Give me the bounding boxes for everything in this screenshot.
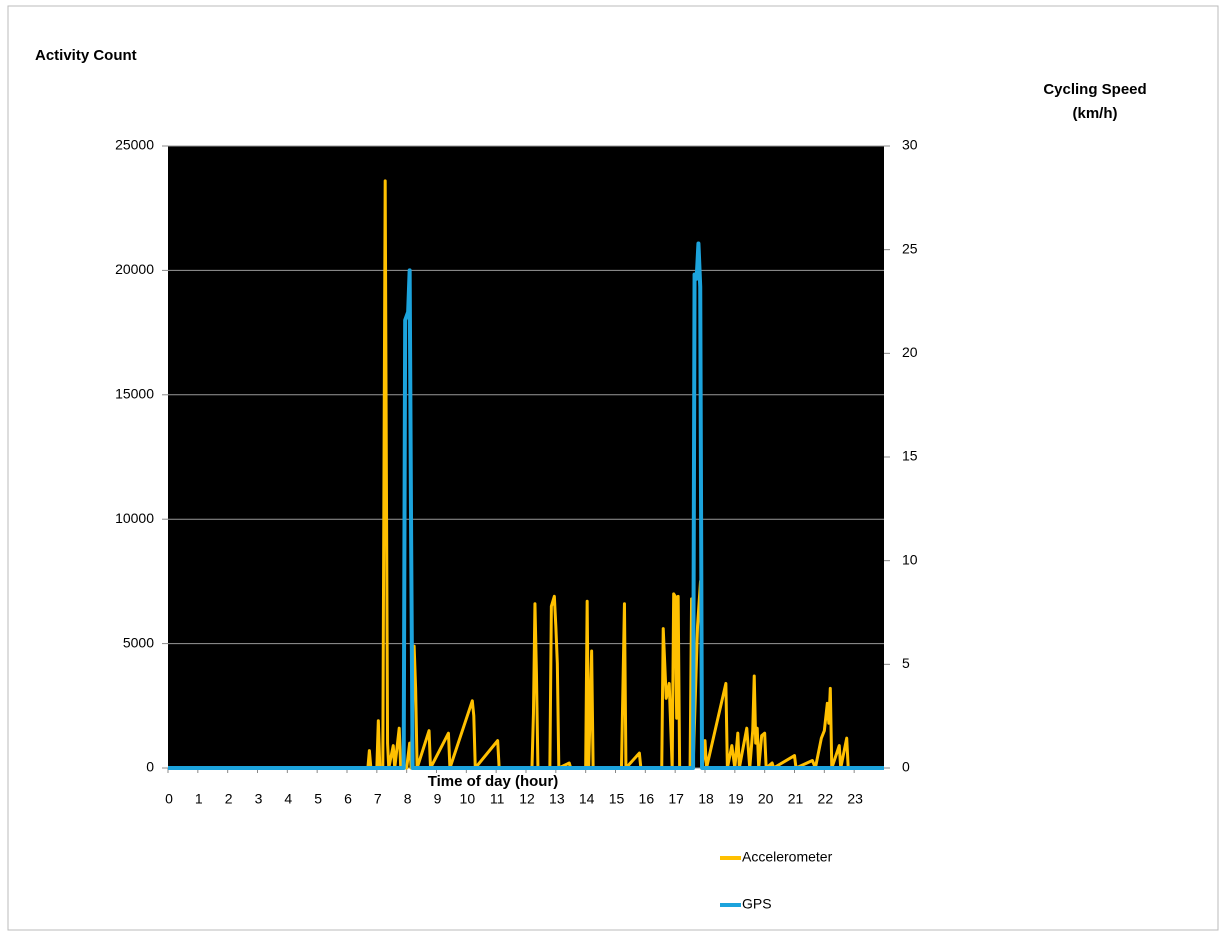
x-tick-label: 6 bbox=[344, 791, 352, 807]
series-line bbox=[168, 179, 884, 770]
y-tick-label: 20000 bbox=[115, 261, 154, 277]
x-tick-label: 9 bbox=[434, 791, 442, 807]
x-tick-label: 4 bbox=[284, 791, 292, 807]
x-axis-label: Time of day (hour) bbox=[428, 773, 559, 790]
x-tick-label: 10 bbox=[460, 791, 476, 807]
x-tick-label: 12 bbox=[519, 791, 535, 807]
x-tick-label: 16 bbox=[639, 791, 655, 807]
x-tick-label: 19 bbox=[728, 791, 744, 807]
x-tick-label: 5 bbox=[314, 791, 322, 807]
plot-area bbox=[168, 146, 884, 768]
y-tick-label: 25000 bbox=[115, 137, 154, 153]
y2-tick-label: 0 bbox=[902, 759, 910, 775]
chart-title: Activity Count bbox=[35, 47, 137, 64]
y2-axis-label: Cycling Speed (km/h) bbox=[1043, 81, 1147, 122]
y2-tick-label: 10 bbox=[902, 551, 918, 567]
y2-tick-label: 15 bbox=[902, 448, 918, 464]
y-tick-label: 10000 bbox=[115, 510, 154, 526]
x-tick-label: 0 bbox=[165, 791, 173, 807]
y2-tick-label: 20 bbox=[902, 344, 918, 360]
legend-label: GPS bbox=[742, 896, 772, 912]
x-tick-label: 15 bbox=[609, 791, 625, 807]
x-tick-label: 2 bbox=[225, 791, 233, 807]
x-tick-label: 17 bbox=[668, 791, 684, 807]
x-tick-label: 1 bbox=[195, 791, 203, 807]
y-tick-label: 5000 bbox=[123, 634, 154, 650]
y2-tick-label: 25 bbox=[902, 240, 918, 256]
x-tick-label: 13 bbox=[549, 791, 565, 807]
x-tick-label: 3 bbox=[255, 791, 263, 807]
x-tick-label: 11 bbox=[490, 791, 505, 807]
x-tick-label: 14 bbox=[579, 791, 595, 807]
y-tick-label: 15000 bbox=[115, 386, 154, 402]
x-tick-label: 20 bbox=[758, 791, 774, 807]
series-line bbox=[168, 241, 884, 770]
x-tick-label: 7 bbox=[374, 791, 382, 807]
y2-tick-label: 5 bbox=[902, 655, 910, 671]
x-tick-label: 21 bbox=[788, 791, 804, 807]
y2-tick-label: 30 bbox=[902, 137, 918, 153]
x-tick-label: 8 bbox=[404, 791, 412, 807]
x-tick-label: 23 bbox=[847, 791, 863, 807]
y-tick-label: 0 bbox=[146, 759, 154, 775]
x-tick-label: 18 bbox=[698, 791, 714, 807]
x-tick-label: 22 bbox=[818, 791, 834, 807]
legend-label: Accelerometer bbox=[742, 849, 833, 865]
